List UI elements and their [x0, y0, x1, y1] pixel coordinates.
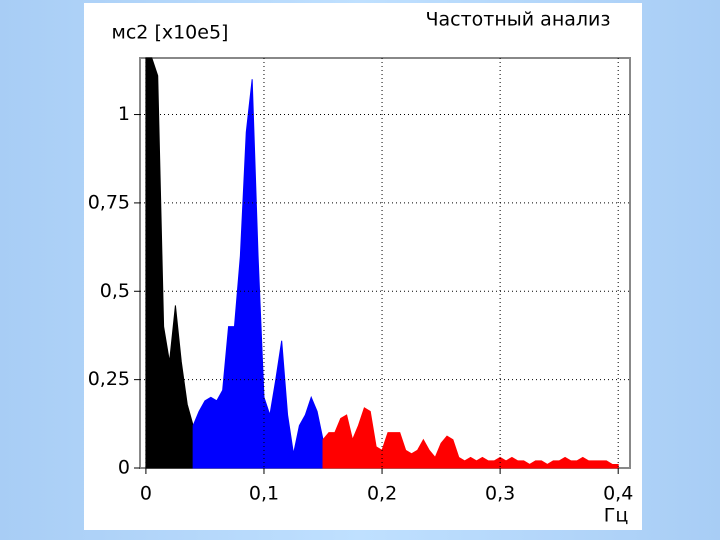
- x-tick-label: 0,4: [603, 483, 633, 505]
- x-tick-label: 0,2: [367, 483, 397, 505]
- x-tick-label: 0,3: [485, 483, 515, 505]
- y-axis-label: мс2 [x10e5]: [112, 22, 229, 44]
- spectrum-area: [322, 407, 619, 469]
- y-tick-label: 0: [118, 457, 130, 479]
- x-tick-label: 0,1: [249, 483, 279, 505]
- y-tick-label: 0,5: [100, 280, 130, 302]
- y-tick-label: 0,75: [88, 191, 130, 213]
- spectrum-area: [192, 79, 324, 469]
- chart-title: Частотный анализ: [426, 9, 611, 31]
- y-tick-label: 1: [118, 103, 130, 125]
- x-tick-label: 0: [140, 483, 152, 505]
- x-axis-label: Гц: [604, 505, 629, 527]
- y-tick-label: 0,25: [88, 368, 130, 390]
